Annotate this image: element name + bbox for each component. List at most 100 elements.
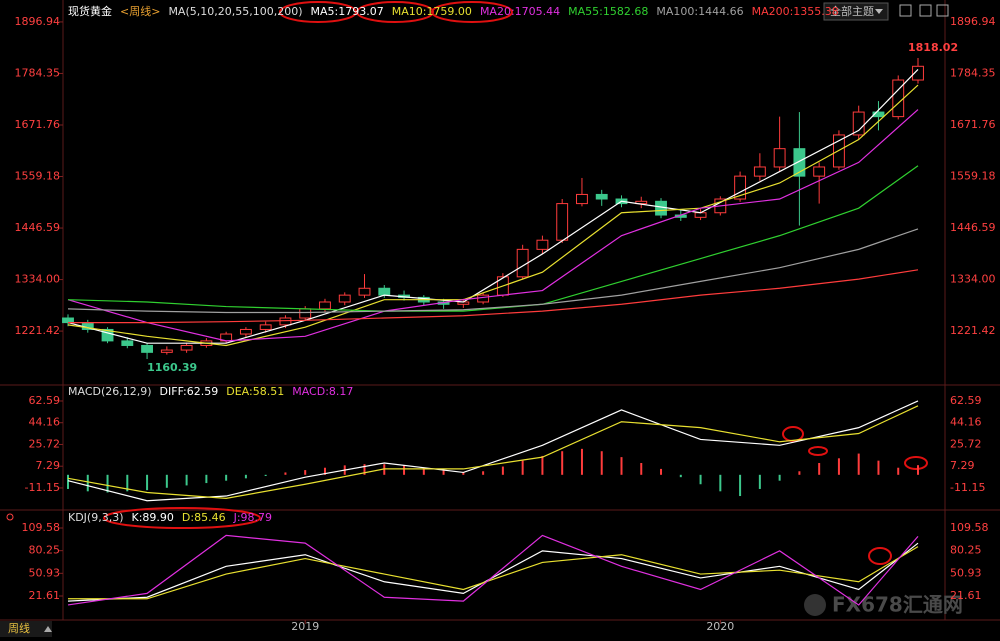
tab-arrow[interactable]: [44, 626, 52, 632]
legend-item: D:85.46: [182, 511, 226, 524]
y-tick-label: 80.25: [950, 544, 982, 557]
candle-body: [180, 344, 193, 351]
y-tick-label: 62.59: [950, 394, 982, 407]
legend-item: MA200:1355.38: [752, 5, 839, 18]
y-tick-label: 44.16: [950, 416, 982, 429]
indicator-line: [68, 546, 919, 600]
legend-item: MA5:1793.07: [311, 5, 384, 18]
legend-item: DEA:58.51: [226, 385, 284, 398]
y-tick-label: 1221.42: [15, 324, 61, 337]
legend-item: MA20:1705.44: [480, 5, 560, 18]
highlight-ellipse: [782, 426, 804, 442]
y-tick-label: 1446.59: [950, 221, 996, 234]
indicator-line: [67, 405, 919, 499]
candle-body: [595, 193, 608, 200]
legend-item: MA10:1759.00: [392, 5, 472, 18]
y-tick-label: 1446.59: [15, 221, 61, 234]
watermark-logo: [804, 594, 826, 616]
candle-body: [912, 65, 924, 81]
candle-body: [477, 294, 490, 303]
indicator-line: [67, 534, 919, 606]
legend-item: DIFF:62.59: [160, 385, 219, 398]
highlight-ellipse: [431, 1, 513, 23]
candle-body: [279, 317, 292, 326]
y-tick-label: 109.58: [950, 521, 989, 534]
candle-body: [378, 287, 391, 296]
theme-button[interactable]: [823, 2, 889, 21]
legend-item: MACD:8.17: [292, 385, 353, 398]
candle-body: [753, 166, 766, 177]
y-tick-label: 1784.35: [950, 66, 996, 79]
legend-item: MA100:1444.66: [656, 5, 743, 18]
candle-body: [773, 148, 786, 168]
annotations: [103, 1, 928, 565]
y-tick-label: 80.25: [29, 544, 61, 557]
y-tick-label: 25.72: [29, 437, 61, 450]
legend-item: K:89.90: [132, 511, 174, 524]
legend-item: MA55:1582.68: [568, 5, 648, 18]
y-tick-label: 109.58: [22, 521, 61, 534]
candle-body: [813, 166, 826, 177]
price-annotation: 1818.02: [908, 41, 958, 54]
y-tick-label: 1671.76: [15, 118, 61, 131]
y-tick-label: 50.93: [29, 566, 61, 579]
period-tab-label[interactable]: 周线: [8, 621, 30, 635]
indicator-line: [67, 84, 919, 347]
candle-body: [121, 340, 134, 346]
candle-body: [319, 301, 331, 310]
y-tick-label: 62.59: [29, 394, 61, 407]
candle-body: [160, 349, 173, 353]
icon-button[interactable]: [919, 4, 932, 17]
theme-button-label[interactable]: 全部主题: [830, 4, 874, 18]
highlight-ellipse: [868, 547, 892, 565]
y-tick-label: -11.15: [950, 481, 985, 494]
candle-body: [299, 308, 312, 319]
x-tick-label: 2019: [291, 620, 319, 633]
y-tick-label: 1671.76: [950, 118, 996, 131]
highlight-ellipse: [904, 456, 928, 470]
candle-body: [872, 111, 885, 118]
candle-body: [259, 324, 272, 330]
candle-body: [338, 294, 351, 303]
legend-item: <周线>: [120, 4, 160, 18]
y-tick-label: 1896.94: [950, 15, 996, 28]
indicator-line: [68, 269, 919, 324]
legend-item: 现货黄金: [68, 4, 112, 18]
highlight-ellipse: [808, 446, 828, 456]
y-tick-label: 7.29: [36, 459, 61, 472]
candle-body: [101, 328, 114, 342]
indicator-line: [67, 165, 919, 312]
candle-body: [141, 344, 154, 353]
candle-body: [793, 148, 806, 177]
y-tick-label: 1221.42: [950, 324, 996, 337]
candle-body: [239, 328, 252, 335]
indicator-line: [67, 69, 919, 344]
y-tick-label: 25.72: [950, 437, 982, 450]
icon-button[interactable]: [936, 4, 949, 17]
period-tab[interactable]: [0, 621, 52, 637]
candle-body: [852, 111, 865, 136]
candle-body: [576, 193, 588, 205]
indicator-line: [67, 542, 919, 602]
y-tick-label: 1896.94: [15, 15, 61, 28]
y-tick-label: 1784.35: [15, 66, 61, 79]
y-tick-label: 44.16: [29, 416, 61, 429]
kdj-icon: [6, 513, 14, 521]
legend-item: MA(5,10,20,55,100,200): [168, 5, 302, 18]
x-tick-label: 2020: [706, 620, 734, 633]
icon-button[interactable]: [899, 4, 912, 17]
candle-body: [694, 212, 707, 218]
y-tick-label: 7.29: [950, 459, 975, 472]
candle-body: [62, 317, 74, 324]
candle-body: [556, 203, 569, 241]
legend-item: KDJ(9,3,3): [68, 511, 124, 524]
y-tick-label: 1559.18: [15, 170, 61, 183]
y-tick-label: 1334.00: [15, 273, 61, 286]
y-tick-label: 21.61: [29, 589, 61, 602]
legend-item: MACD(26,12,9): [68, 385, 152, 398]
dropdown-arrow[interactable]: [875, 9, 883, 14]
y-tick-label: 21.61: [950, 589, 982, 602]
